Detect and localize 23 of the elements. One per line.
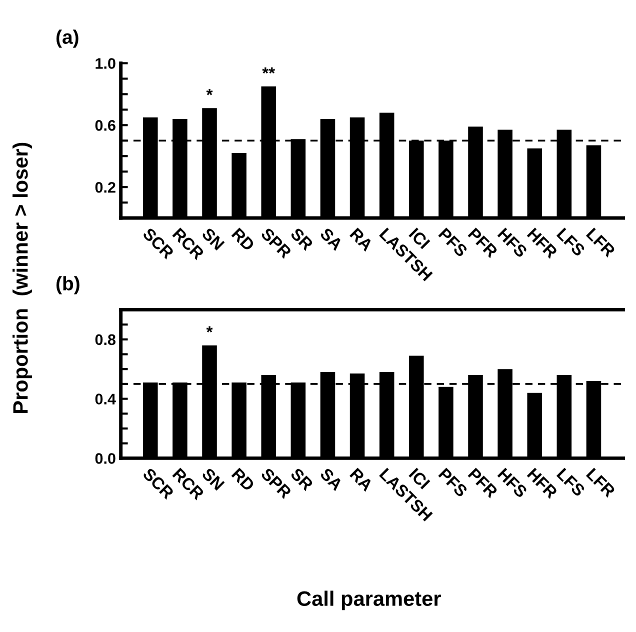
x-tick-label: RA: [350, 228, 374, 252]
x-tick-label: RD: [231, 228, 256, 252]
y-tick-label: 0.6: [95, 120, 116, 131]
y-tick-label: 0.4: [95, 394, 116, 404]
x-tick-label: RA: [350, 468, 374, 492]
annotation: *: [206, 89, 213, 96]
chart-title: (a): [56, 30, 78, 48]
x-tick-label: SA: [319, 227, 344, 252]
annotation: **: [262, 67, 276, 74]
y-tick-label: 0.8: [95, 334, 116, 346]
x-axis-title: Call parameter: [297, 590, 441, 610]
x-tick-label: LFS: [556, 468, 586, 497]
x-tick-label: RD: [231, 468, 256, 492]
x-tick-label: SR: [290, 467, 314, 492]
y-axis-title: Proportion (winner > loser): [12, 142, 32, 413]
x-tick-label: SA: [319, 467, 344, 492]
y-tick-label: 1.0: [96, 58, 116, 69]
x-tick-label: SR: [290, 227, 314, 252]
y-tick-label: 0.2: [95, 182, 116, 193]
chart-title: (b): [56, 276, 80, 294]
y-tick-label: 0.0: [95, 453, 116, 464]
x-tick-label: LFS: [556, 227, 586, 257]
annotation: *: [206, 326, 213, 332]
